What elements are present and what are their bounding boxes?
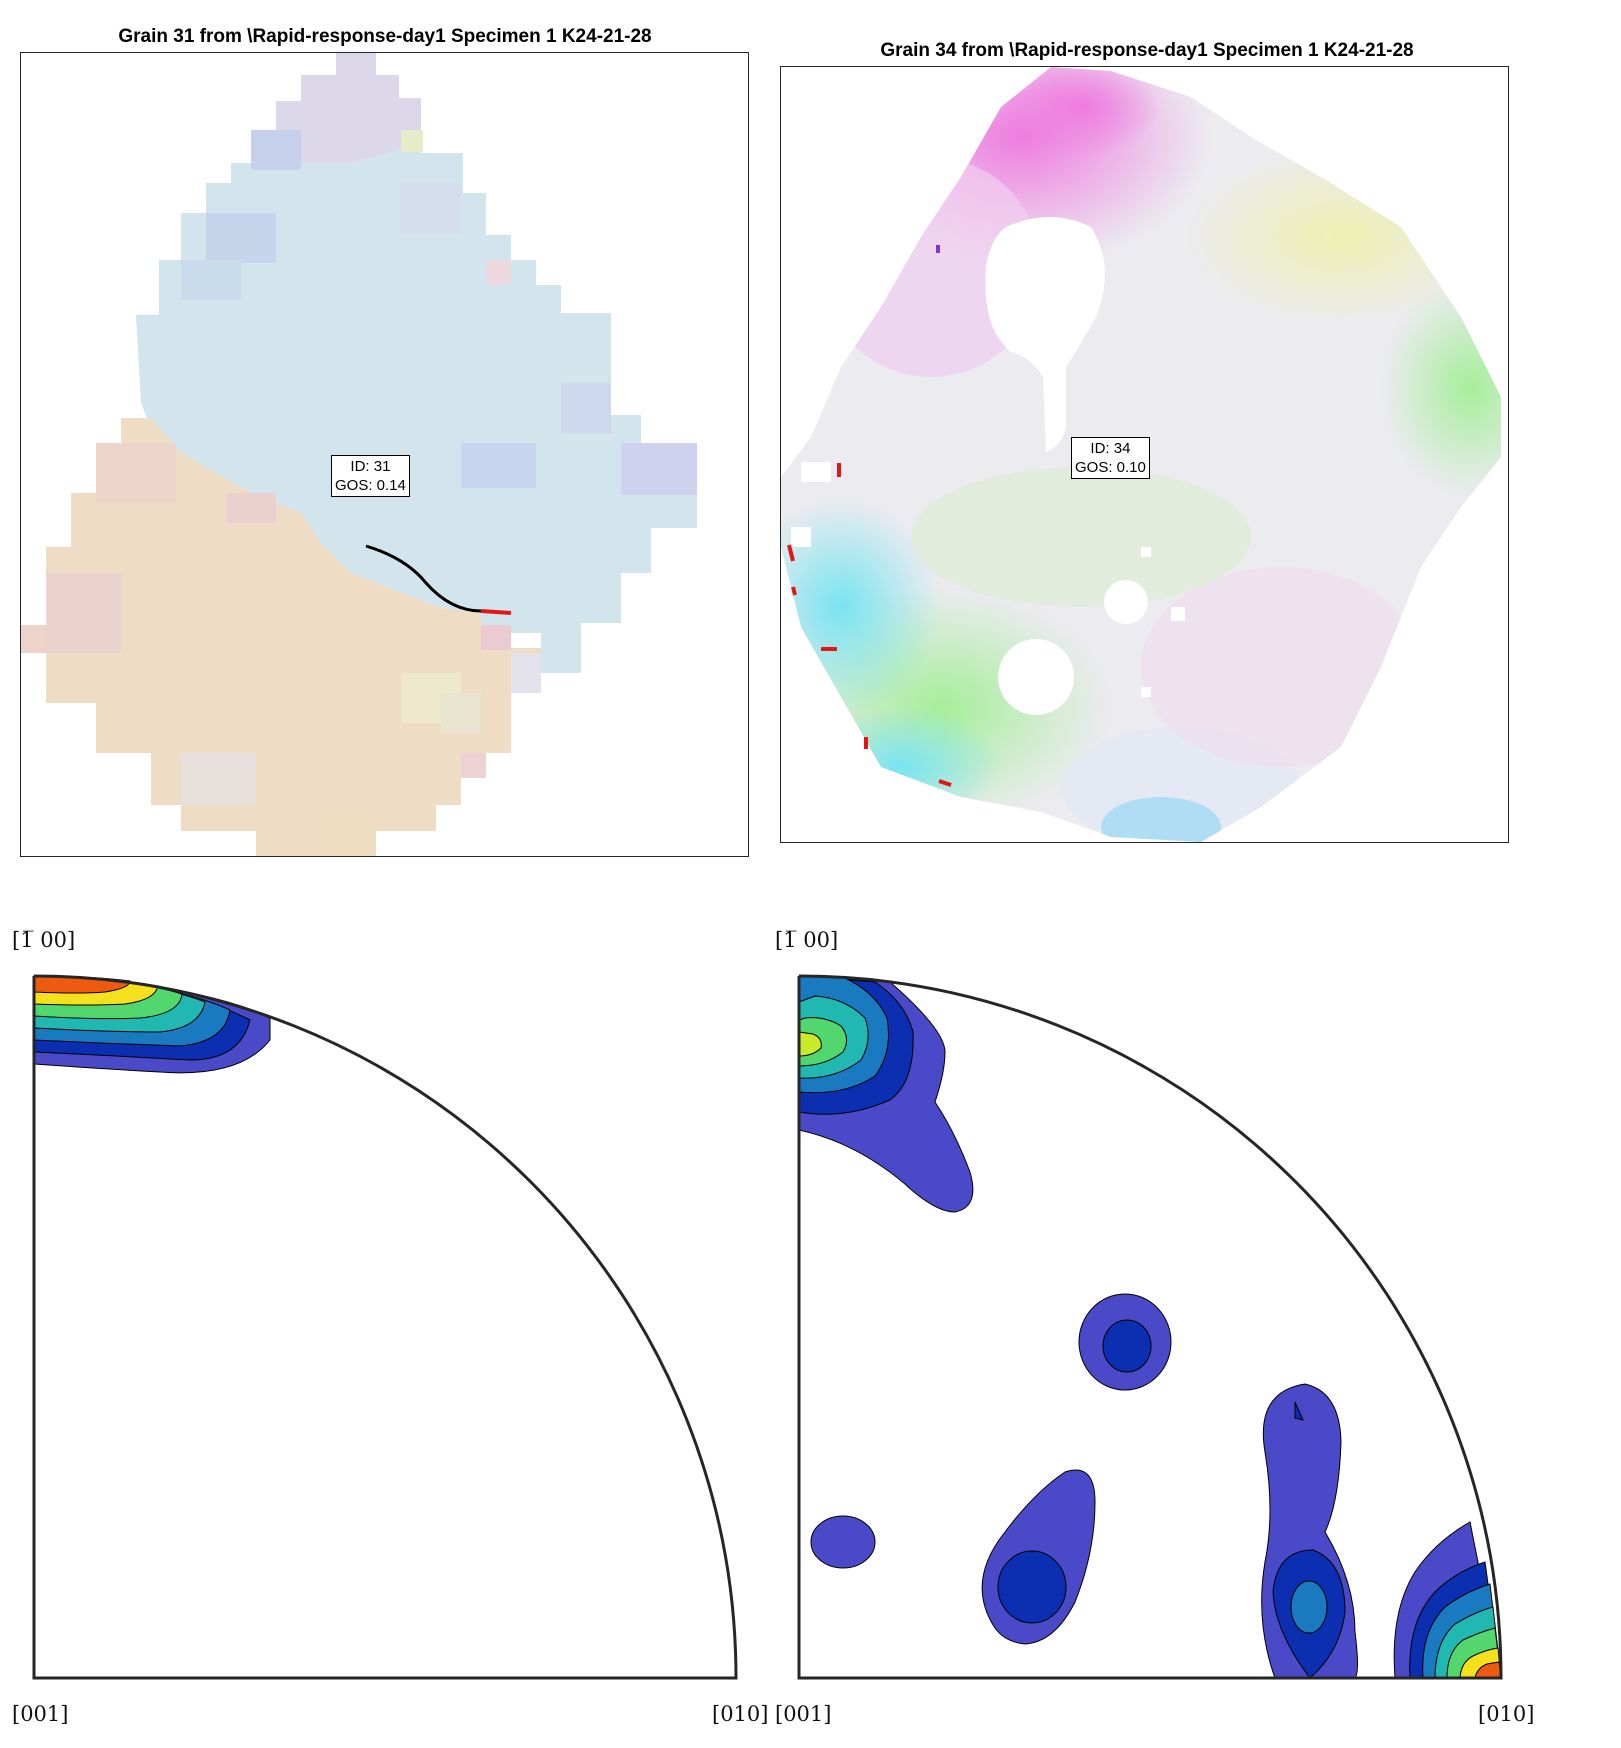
ipf-left [30, 972, 742, 1689]
grain-34-map: ID: 34 GOS: 0.10 [780, 66, 1509, 843]
grain-34-hole-round [998, 639, 1074, 715]
ipf-left-bottom-left-label: [001] [12, 1702, 68, 1726]
map-title-grain-34: Grain 34 from \Rapid-response-day1 Speci… [782, 40, 1512, 62]
grain-31-id-text: ID: 31 [335, 457, 406, 476]
grain-31-gos-text: GOS: 0.14 [335, 476, 406, 495]
grain-34-id-text: ID: 34 [1075, 439, 1146, 458]
grain-34-label: ID: 34 GOS: 0.10 [1071, 437, 1150, 479]
grain-31-label: ID: 31 GOS: 0.14 [331, 455, 410, 497]
grain-34-hole-small [1104, 580, 1148, 624]
ipf-right-top-label: [1̅ 00] [775, 928, 838, 952]
ipf-right-bottom-right-label: [010] [1478, 1702, 1534, 1726]
grain-34-gos-text: GOS: 0.10 [1075, 458, 1146, 477]
ipf-right [795, 972, 1507, 1689]
ipf-left-bottom-right-label: [010] [712, 1702, 768, 1726]
ipf-left-top-label: [1̅ 00] [12, 928, 75, 952]
grain-31-map: ID: 31 GOS: 0.14 [20, 52, 749, 857]
grain-31-boundary-highlight [481, 611, 511, 613]
ipf-right-bottom-left-label: [001] [775, 1702, 831, 1726]
map-title-grain-31: Grain 31 from \Rapid-response-day1 Speci… [20, 26, 750, 48]
